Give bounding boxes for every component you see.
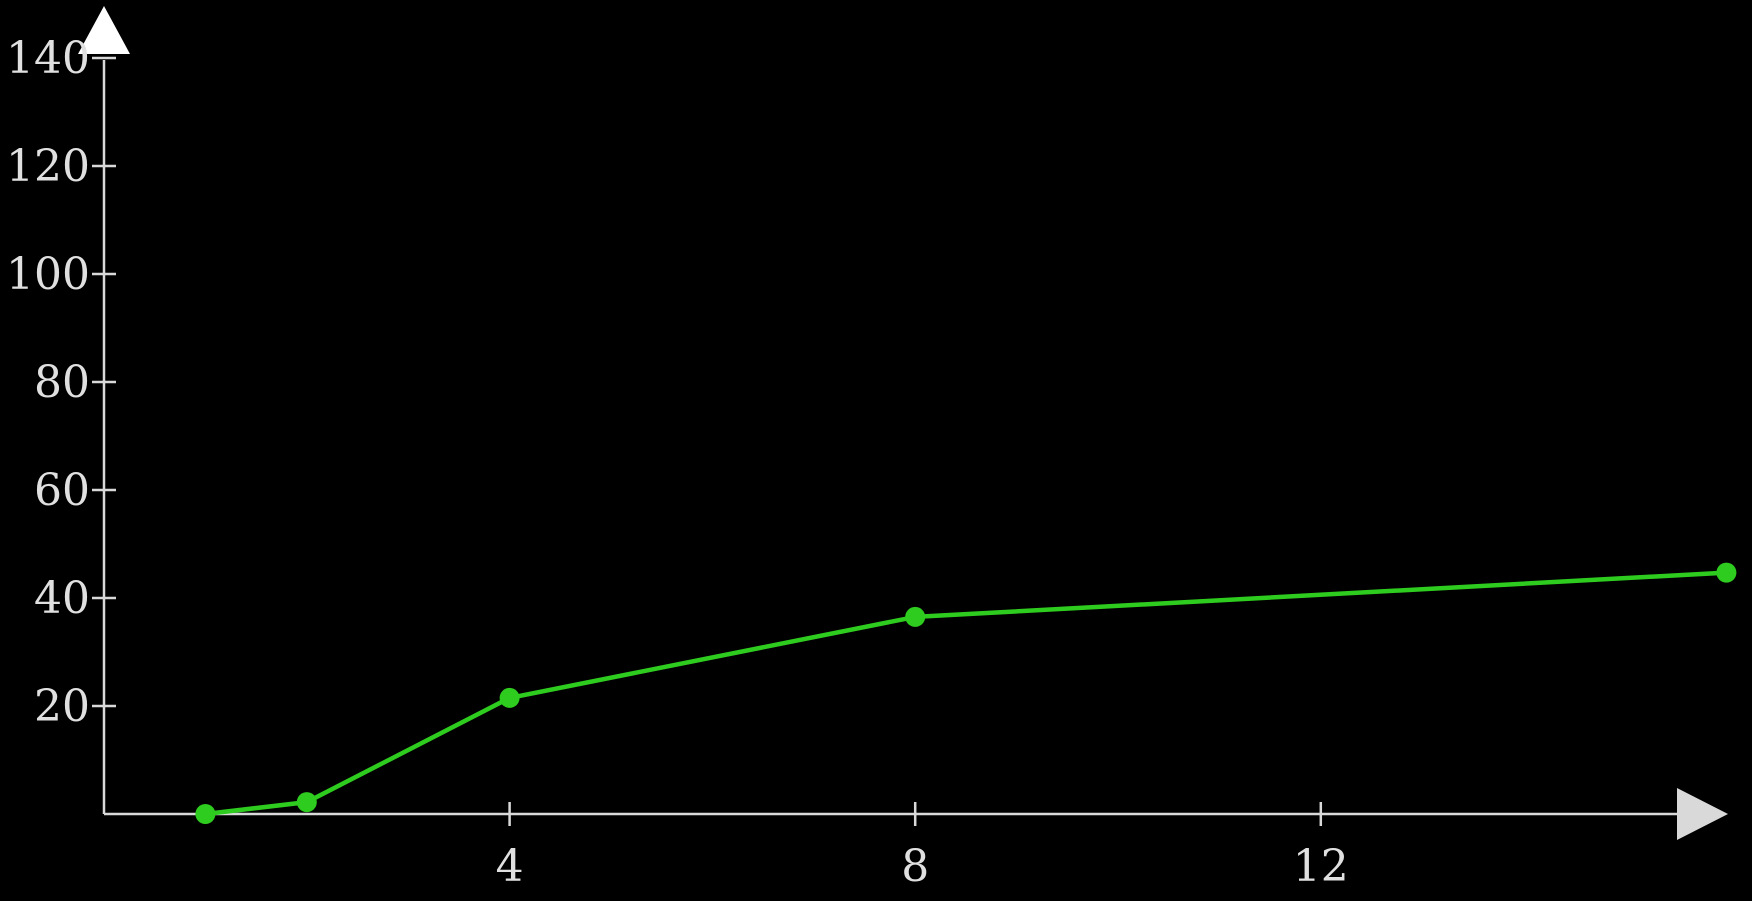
y-tick-label: 80	[34, 357, 90, 408]
y-tick-label: 40	[34, 573, 90, 624]
data-point	[1716, 562, 1737, 583]
x-tick-label: 12	[1293, 841, 1349, 892]
y-ticks: 20 40 60 80 100 120 140	[6, 33, 116, 732]
data-point	[905, 606, 926, 627]
data-point	[499, 687, 520, 708]
x-tick-label: 8	[901, 841, 929, 892]
x-axis-arrow	[1677, 788, 1728, 840]
data-point	[195, 804, 216, 824]
series-line	[203, 570, 1729, 817]
x-ticks: 4 8 12	[496, 802, 1349, 892]
y-tick-label: 120	[6, 141, 90, 192]
y-tick-label: 100	[6, 249, 90, 300]
y-axis-arrow	[78, 6, 130, 54]
x-tick-label: 4	[496, 841, 524, 892]
series-layer	[195, 562, 1737, 824]
data-point	[296, 792, 317, 813]
y-tick-label: 20	[34, 681, 90, 732]
y-tick-label: 140	[6, 33, 90, 84]
y-tick-label: 60	[34, 465, 90, 516]
